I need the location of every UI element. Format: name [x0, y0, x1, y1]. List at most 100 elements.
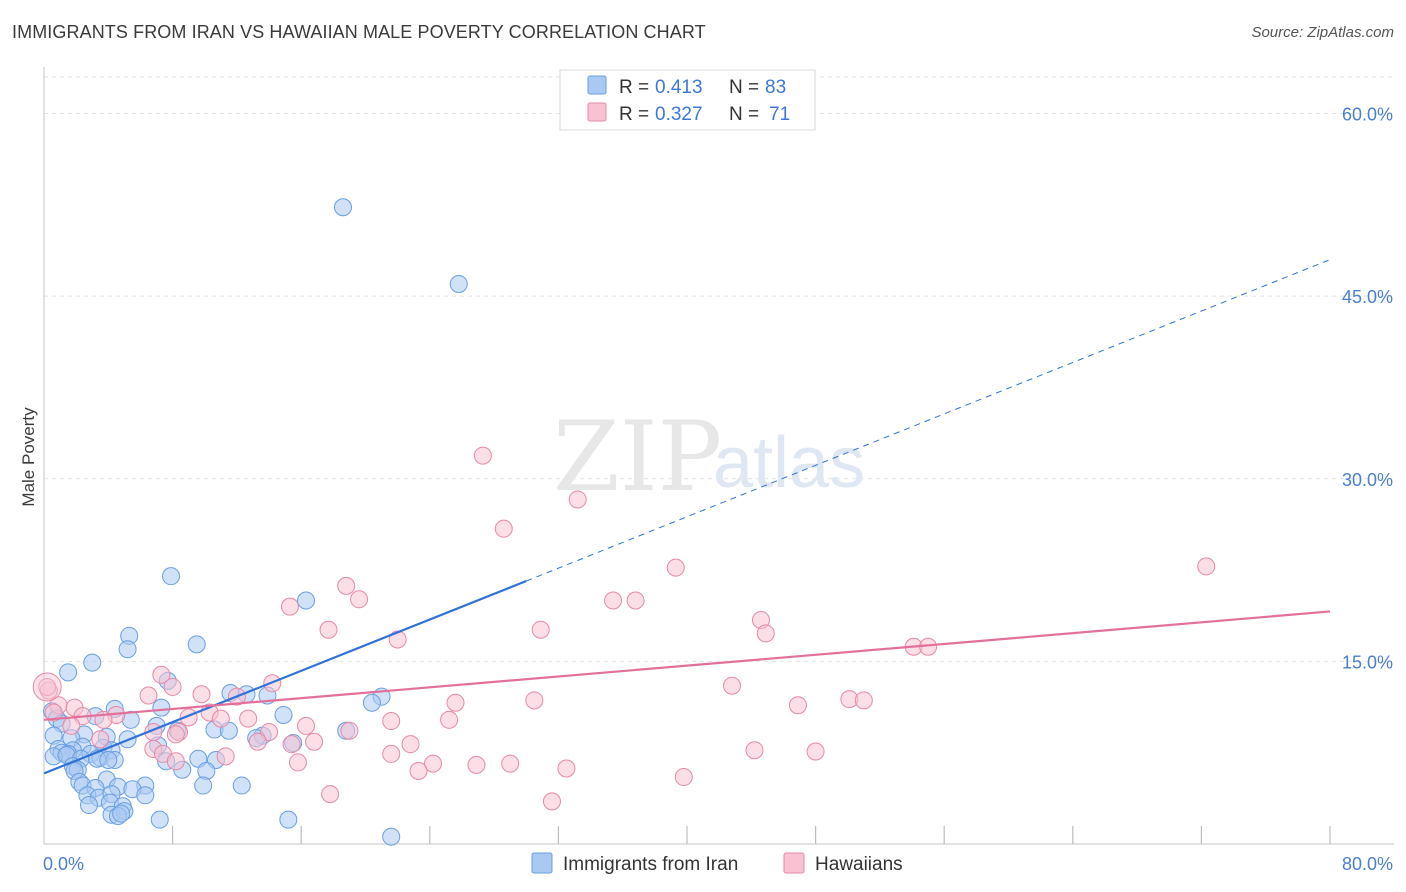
legend-n-value-iran: 83	[765, 77, 786, 98]
point-hawaiians-63	[557, 759, 576, 778]
point-iran-80	[279, 810, 298, 829]
point-hawaiians-4	[666, 558, 685, 577]
point-iran-7	[83, 653, 102, 672]
watermark-atlas: atlas	[713, 423, 865, 503]
bottom-legend-label-hawaiians: Hawaiians	[815, 854, 903, 875]
legend-swatch-hawaiians	[587, 102, 607, 122]
point-hawaiians-64	[409, 761, 428, 780]
y-tick-label-1: 30.0%	[1342, 470, 1393, 490]
legend-r-value-iran: 0.413	[655, 77, 703, 98]
point-iran-82	[112, 804, 131, 823]
point-iran-6	[187, 635, 206, 654]
point-hawaiians-9	[280, 597, 299, 616]
point-hawaiians-56	[382, 744, 401, 763]
point-hawaiians-49	[248, 732, 267, 751]
point-iran-15	[152, 698, 171, 717]
trend-line-iran-extension	[526, 259, 1331, 582]
point-hawaiians-46	[340, 721, 359, 740]
bottom-legend-swatch-hawaiians	[783, 852, 805, 874]
point-hawaiians-50	[305, 732, 324, 751]
point-iran-67	[194, 776, 213, 795]
point-iran-68	[232, 776, 251, 795]
point-hawaiians-65	[166, 752, 185, 771]
point-hawaiians-28	[788, 696, 807, 715]
point-hawaiians-1	[568, 490, 587, 509]
point-iran-74	[80, 796, 99, 815]
point-hawaiians-48	[91, 730, 110, 749]
point-hawaiians-large	[32, 672, 62, 702]
tick-labels: 15.0% 30.0% 45.0% 60.0% 0.0% 80.0%	[43, 105, 1393, 874]
legend-r-label-hawaiians: R =	[619, 104, 649, 125]
point-hawaiians-62	[501, 754, 520, 773]
point-hawaiians-17	[152, 665, 171, 684]
y-axis-label: Male Poverty	[19, 407, 38, 507]
point-iran-8	[59, 663, 78, 682]
point-iran-72	[136, 786, 155, 805]
point-hawaiians-23	[723, 676, 742, 695]
point-hawaiians-21	[192, 685, 211, 704]
point-hawaiians-54	[216, 747, 235, 766]
point-iran-2	[161, 567, 180, 586]
x-tick-label-0: 0.0%	[43, 854, 84, 874]
legend-r-value-hawaiians: 0.327	[655, 104, 703, 125]
point-hawaiians-11	[531, 620, 550, 639]
point-hawaiians-68	[542, 792, 561, 811]
point-hawaiians-26	[854, 691, 873, 710]
point-hawaiians-7	[604, 591, 623, 610]
point-hawaiians-38	[239, 709, 258, 728]
bottom-legend-swatch-iran	[531, 852, 553, 874]
point-hawaiians-0	[473, 446, 492, 465]
point-iran-0	[333, 198, 352, 217]
point-hawaiians-27	[446, 693, 465, 712]
top-legend: R = 0.413 N = 83 R = 0.327 N = 71	[559, 69, 816, 131]
point-hawaiians-67	[321, 785, 340, 804]
point-hawaiians-41	[297, 716, 316, 735]
point-iran-58	[197, 761, 216, 780]
point-hawaiians-8	[626, 591, 645, 610]
point-hawaiians-3	[1197, 557, 1216, 576]
point-iran-81	[382, 827, 401, 846]
point-hawaiians-58	[806, 742, 825, 761]
point-hawaiians-42	[62, 716, 81, 735]
point-iran-14	[362, 693, 381, 712]
point-hawaiians-12	[319, 620, 338, 639]
point-hawaiians-24	[525, 691, 544, 710]
point-hawaiians-13	[756, 624, 775, 643]
point-hawaiians-57	[745, 741, 764, 760]
legend-n-value-hawaiians: 71	[769, 104, 790, 125]
legend-r-label-iran: R =	[619, 77, 649, 98]
y-tick-label-3: 60.0%	[1342, 105, 1393, 125]
bottom-legend-label-iran: Immigrants from Iran	[563, 854, 738, 875]
point-iran-3	[297, 591, 316, 610]
data-points	[32, 198, 1216, 846]
point-iran-79	[150, 810, 169, 829]
point-iran-53	[99, 750, 118, 769]
point-hawaiians-59	[288, 753, 307, 772]
legend-n-label-iran: N =	[729, 77, 759, 98]
point-hawaiians-39	[382, 712, 401, 731]
point-hawaiians-69	[38, 677, 57, 696]
legend-swatch-iran	[587, 75, 607, 95]
point-hawaiians-70	[44, 703, 63, 722]
y-tick-label-2: 45.0%	[1342, 287, 1393, 307]
legend-n-label-hawaiians: N =	[729, 104, 759, 125]
grid-lines	[44, 76, 1394, 662]
point-hawaiians-51	[401, 735, 420, 754]
x-tick-label-1: 80.0%	[1342, 854, 1393, 874]
point-hawaiians-52	[282, 735, 301, 754]
point-hawaiians-14	[388, 630, 407, 649]
point-iran-1	[449, 274, 468, 293]
point-hawaiians-2	[494, 519, 513, 538]
point-hawaiians-6	[350, 590, 369, 609]
point-hawaiians-33	[211, 709, 230, 728]
point-iran-5	[118, 640, 137, 659]
chart-title: IMMIGRANTS FROM IRAN VS HAWAIIAN MALE PO…	[12, 22, 706, 42]
point-iran-19	[274, 705, 293, 724]
point-hawaiians-40	[440, 710, 459, 729]
y-tick-label-0: 15.0%	[1342, 652, 1393, 672]
point-hawaiians-20	[139, 686, 158, 705]
point-hawaiians-66	[674, 768, 693, 787]
point-hawaiians-60	[424, 754, 443, 773]
watermark: ZIP atlas	[553, 401, 865, 513]
